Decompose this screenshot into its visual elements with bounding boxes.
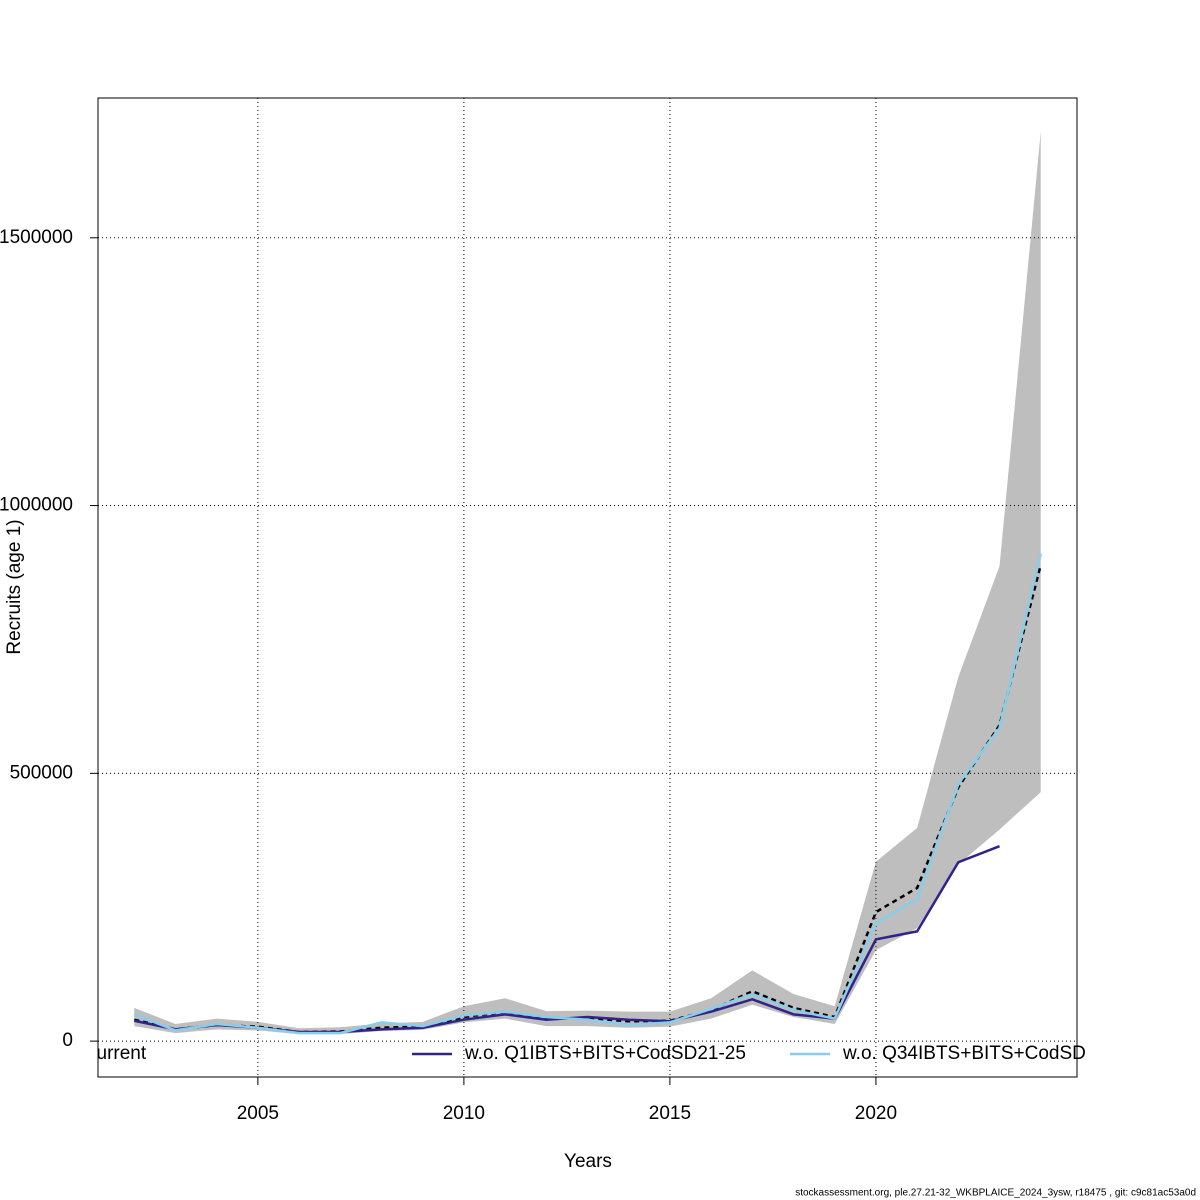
x-tick-label: 2020 bbox=[855, 1103, 897, 1124]
y-tick-label: 0 bbox=[62, 1030, 73, 1051]
plot-area bbox=[98, 98, 1077, 1077]
series-line bbox=[133, 553, 1042, 1035]
legend: current w.o. Q1IBTS+BITS+CodSD21-25 w.o. Q… bbox=[87, 1043, 1135, 1064]
y-tick-label: 1500000 bbox=[0, 227, 73, 248]
x-axis-label: Years bbox=[564, 1151, 612, 1172]
y-tick-label: 500000 bbox=[10, 762, 73, 783]
legend-label: current bbox=[87, 1043, 147, 1064]
confidence-band bbox=[134, 131, 1041, 1035]
plot-frame bbox=[97, 97, 1078, 1078]
footer: stockassessment.org, ple.27.21-32_WKBPLA… bbox=[795, 1188, 1196, 1199]
y-axis-label: Recruits (age 1) bbox=[4, 519, 25, 654]
x-tick-label: 2005 bbox=[237, 1103, 279, 1124]
legend-label: w.o. Q34IBTS+BITS+CodSD21-25 bbox=[842, 1043, 1135, 1064]
x-tick-label: 2010 bbox=[443, 1103, 485, 1124]
legend-label: w.o. Q1IBTS+BITS+CodSD21-25 bbox=[464, 1043, 746, 1064]
series-line bbox=[133, 564, 1042, 1034]
y-tick-label: 1000000 bbox=[0, 495, 73, 516]
x-tick-label: 2015 bbox=[649, 1103, 691, 1124]
